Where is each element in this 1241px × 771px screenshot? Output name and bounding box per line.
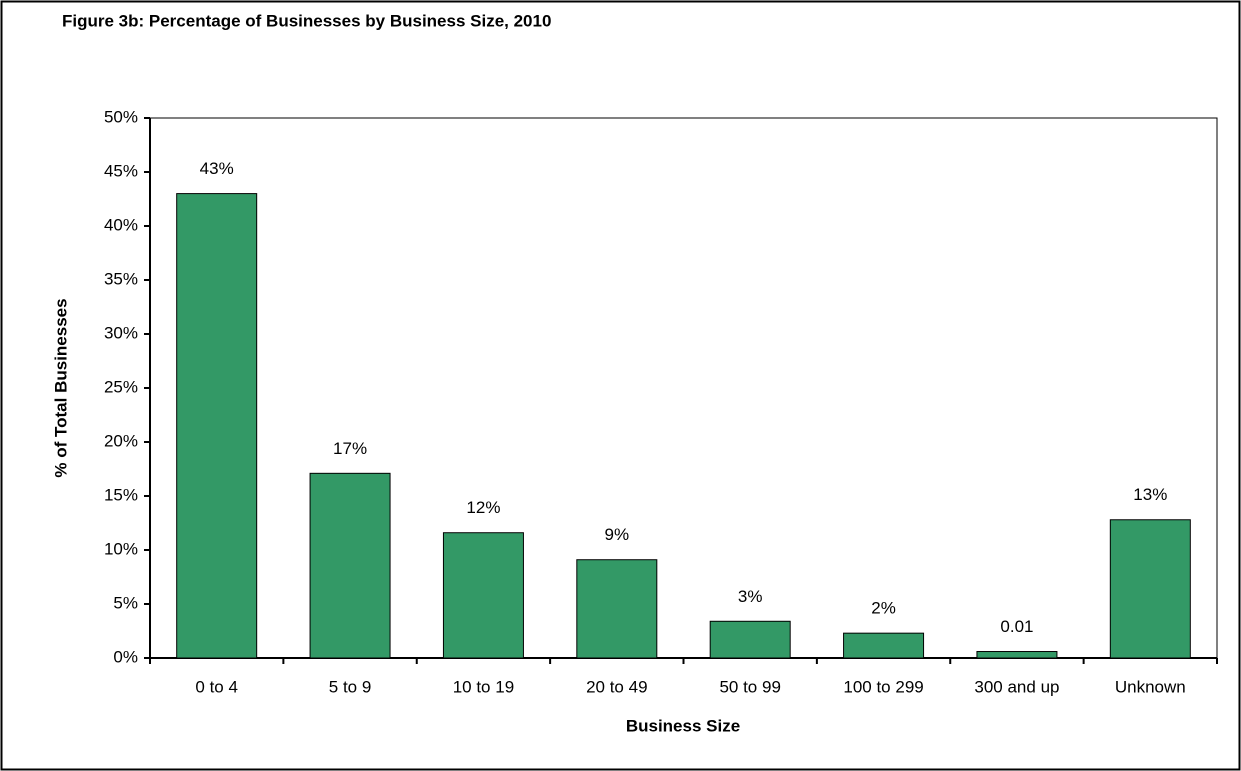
y-tick-label: 10% [104, 539, 138, 558]
y-tick-label: 15% [104, 485, 138, 504]
y-tick-label: 30% [104, 323, 138, 342]
x-tick-label: 5 to 9 [329, 677, 372, 696]
y-tick-label: 50% [104, 107, 138, 126]
x-tick-label: Unknown [1115, 677, 1186, 696]
y-tick-label: 0% [113, 647, 138, 666]
x-tick-label: 0 to 4 [195, 677, 238, 696]
bar [442, 532, 524, 659]
y-tick-label: 25% [104, 377, 138, 396]
y-tick-label: 35% [104, 269, 138, 288]
bar [709, 620, 791, 659]
data-label: 3% [738, 587, 763, 606]
y-tick-label: 5% [113, 593, 138, 612]
x-tick-label: 20 to 49 [586, 677, 647, 696]
x-tick-label: 300 and up [974, 677, 1059, 696]
bar [576, 559, 658, 659]
data-label: 17% [333, 439, 367, 458]
bar [1109, 519, 1191, 659]
y-tick-label: 40% [104, 215, 138, 234]
y-tick-label: 20% [104, 431, 138, 450]
data-label: 13% [1133, 485, 1167, 504]
x-tick-label: 100 to 299 [843, 677, 923, 696]
x-tick-label: 10 to 19 [453, 677, 514, 696]
data-label: 0.01 [1000, 617, 1033, 636]
x-tick-label: 50 to 99 [719, 677, 780, 696]
x-axis-title: Business Size [626, 716, 740, 735]
data-label: 12% [466, 498, 500, 517]
y-axis-title: % of Total Businesses [51, 298, 70, 477]
data-label: 2% [871, 599, 896, 618]
bar [843, 632, 925, 659]
chart-title: Figure 3b: Percentage of Businesses by B… [62, 11, 551, 30]
data-label: 9% [605, 525, 630, 544]
y-tick-label: 45% [104, 161, 138, 180]
bar [176, 193, 258, 659]
bar [309, 472, 391, 659]
bar [976, 651, 1058, 659]
data-label: 43% [200, 159, 234, 178]
